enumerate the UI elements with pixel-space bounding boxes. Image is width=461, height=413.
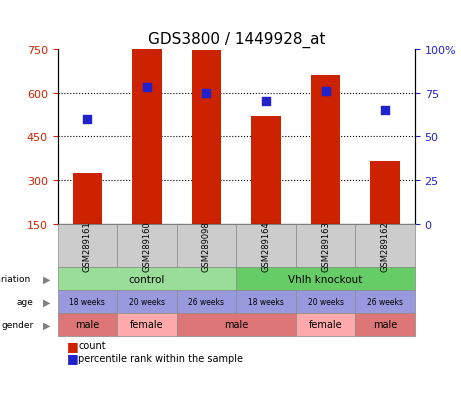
Text: 18 weeks: 18 weeks xyxy=(70,297,105,306)
Text: male: male xyxy=(224,320,248,330)
Text: male: male xyxy=(373,320,397,330)
Title: GDS3800 / 1449928_at: GDS3800 / 1449928_at xyxy=(148,32,325,48)
Text: GSM289160: GSM289160 xyxy=(142,221,152,271)
Text: count: count xyxy=(78,341,106,351)
Point xyxy=(143,85,151,91)
Bar xyxy=(251,116,281,225)
Text: control: control xyxy=(129,274,165,284)
Text: ■: ■ xyxy=(67,351,78,365)
Point xyxy=(203,90,210,97)
Point xyxy=(262,99,270,105)
Point xyxy=(381,107,389,114)
Text: 20 weeks: 20 weeks xyxy=(307,297,343,306)
Text: ▶: ▶ xyxy=(43,320,51,330)
Text: ▶: ▶ xyxy=(43,274,51,284)
Text: male: male xyxy=(75,320,100,330)
Text: gender: gender xyxy=(1,320,33,329)
Bar xyxy=(192,51,221,225)
Point xyxy=(322,88,329,95)
Text: 26 weeks: 26 weeks xyxy=(189,297,225,306)
Point xyxy=(84,116,91,123)
Text: GSM289161: GSM289161 xyxy=(83,221,92,271)
Bar xyxy=(311,76,341,225)
Text: 20 weeks: 20 weeks xyxy=(129,297,165,306)
Text: GSM289098: GSM289098 xyxy=(202,221,211,271)
Text: percentile rank within the sample: percentile rank within the sample xyxy=(78,353,243,363)
Text: Vhlh knockout: Vhlh knockout xyxy=(289,274,363,284)
Text: GSM289162: GSM289162 xyxy=(381,221,390,271)
Text: age: age xyxy=(17,297,33,306)
Bar xyxy=(370,162,400,225)
Bar xyxy=(132,44,162,225)
Text: GSM289163: GSM289163 xyxy=(321,221,330,271)
Text: female: female xyxy=(130,320,164,330)
Text: ▶: ▶ xyxy=(43,297,51,307)
Text: 18 weeks: 18 weeks xyxy=(248,297,284,306)
Text: ■: ■ xyxy=(67,339,78,352)
Text: 26 weeks: 26 weeks xyxy=(367,297,403,306)
Text: genotype/variation: genotype/variation xyxy=(0,274,31,283)
Text: GSM289164: GSM289164 xyxy=(261,221,271,271)
Text: female: female xyxy=(309,320,343,330)
Bar xyxy=(72,173,102,225)
